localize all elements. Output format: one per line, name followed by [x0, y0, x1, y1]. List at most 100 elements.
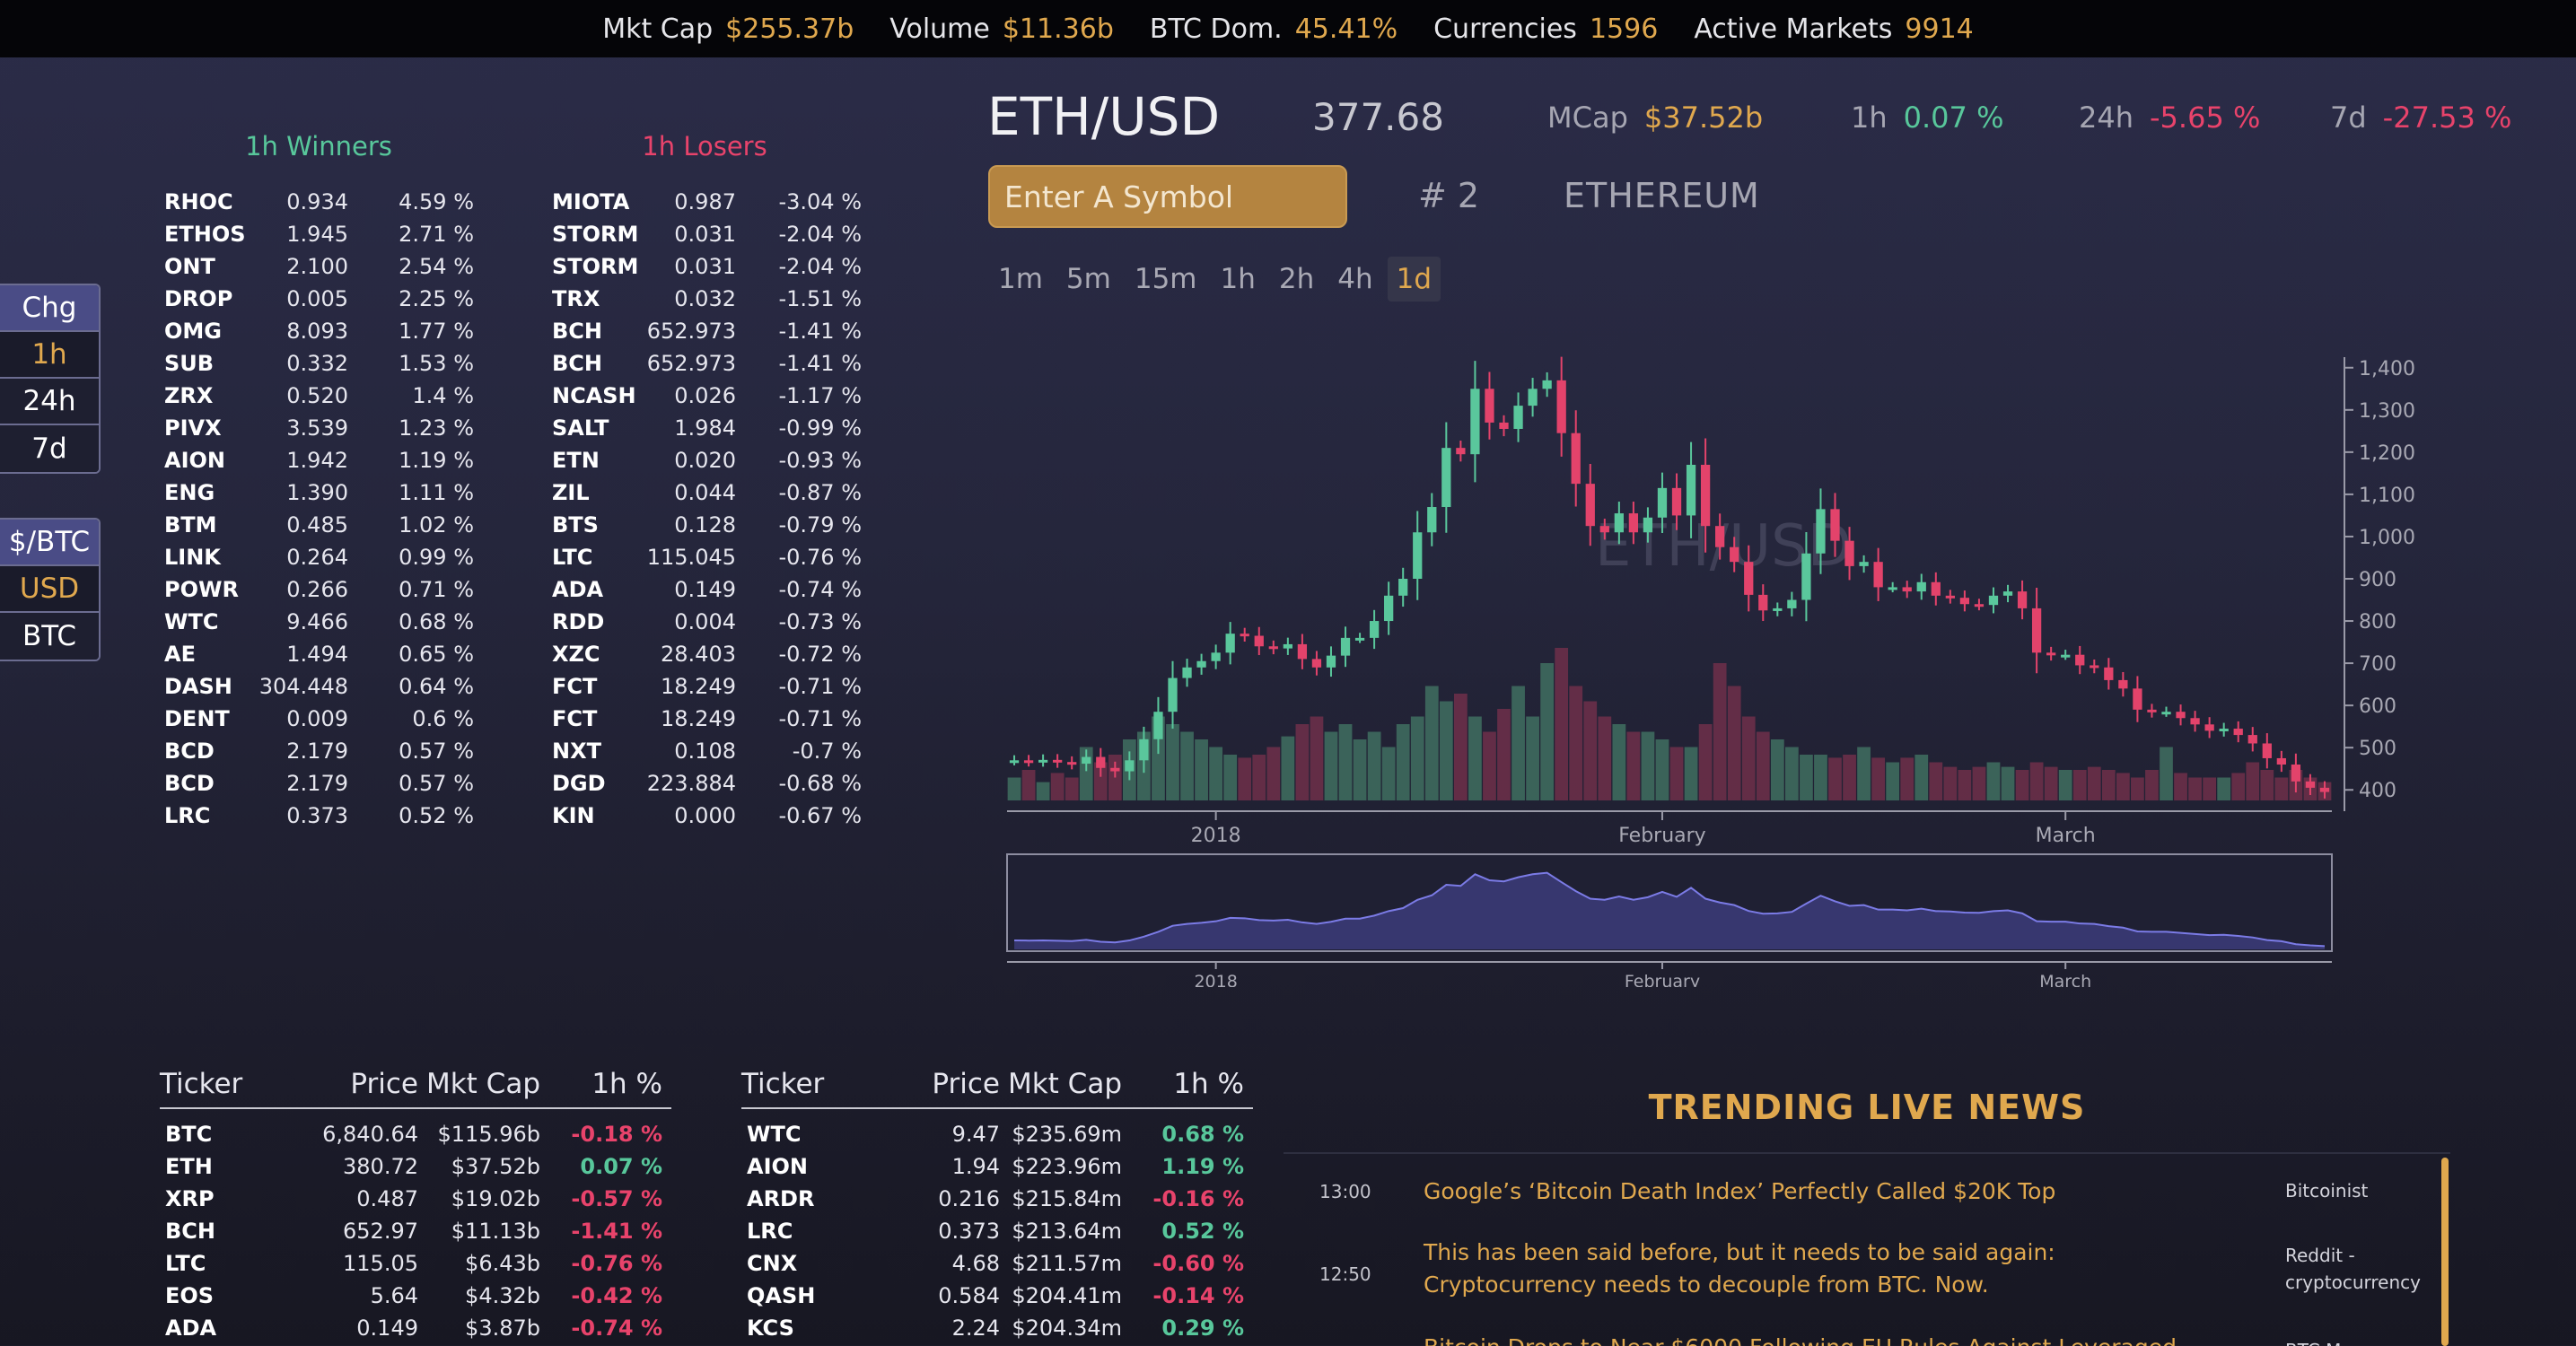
- mover-symbol: MIOTA: [552, 186, 629, 218]
- table-row[interactable]: EOS 5.64 $4.32b -0.42 %: [160, 1280, 671, 1312]
- volume-bar: [1828, 757, 1842, 800]
- candle-body: [2003, 591, 2012, 596]
- mover-row[interactable]: DROP 0.005 2.25 %: [164, 283, 474, 315]
- volume-bar: [1814, 755, 1827, 800]
- table-row[interactable]: XRP 0.487 $19.02b -0.57 %: [160, 1183, 671, 1215]
- mover-row[interactable]: BCD 2.179 0.57 %: [164, 735, 474, 767]
- mover-row[interactable]: OMG 8.093 1.77 %: [164, 315, 474, 347]
- col-1h-pct[interactable]: 1h %: [1173, 1068, 1244, 1100]
- mover-row[interactable]: AION 1.942 1.19 %: [164, 444, 474, 476]
- mover-price: 0.032: [674, 283, 736, 315]
- mover-row[interactable]: LINK 0.264 0.99 %: [164, 541, 474, 573]
- mover-row[interactable]: ZIL 0.044 -0.87 %: [552, 476, 862, 509]
- mover-row[interactable]: ZRX 0.520 1.4 %: [164, 380, 474, 412]
- mover-row[interactable]: RHOC 0.934 4.59 %: [164, 186, 474, 218]
- mover-row[interactable]: DENT 0.009 0.6 %: [164, 703, 474, 735]
- mover-row[interactable]: LRC 0.373 0.52 %: [164, 800, 474, 832]
- table-row[interactable]: BTC 6,840.64 $115.96b -0.18 %: [160, 1118, 671, 1150]
- table-row[interactable]: ADA 0.149 $3.87b -0.74 %: [160, 1312, 671, 1344]
- toggle-1h[interactable]: 1h: [0, 332, 99, 379]
- mover-row[interactable]: DASH 304.448 0.64 %: [164, 670, 474, 703]
- mover-symbol: PIVX: [164, 412, 222, 444]
- mover-row[interactable]: FCT 18.249 -0.71 %: [552, 703, 862, 735]
- mover-row[interactable]: NXT 0.108 -0.7 %: [552, 735, 862, 767]
- table-row[interactable]: LTC 115.05 $6.43b -0.76 %: [160, 1247, 671, 1280]
- mover-row[interactable]: BTS 0.128 -0.79 %: [552, 509, 862, 541]
- interval-1m[interactable]: 1m: [989, 257, 1052, 302]
- mover-row[interactable]: ETHOS 1.945 2.71 %: [164, 218, 474, 250]
- candle-body: [2306, 782, 2315, 788]
- candle-body: [2061, 655, 2070, 658]
- news-scrollbar[interactable]: [2441, 1158, 2449, 1346]
- mover-row[interactable]: BTM 0.485 1.02 %: [164, 509, 474, 541]
- table-row[interactable]: QASH 0.584 $204.41m -0.14 %: [741, 1280, 1253, 1312]
- price-chart[interactable]: ETH/USD2018FebruaryMarch4005006007008009…: [987, 341, 2513, 987]
- mover-change: -2.04 %: [778, 218, 862, 250]
- mover-row[interactable]: LTC 115.045 -0.76 %: [552, 541, 862, 573]
- news-headline[interactable]: This has been said before, but it needs …: [1424, 1237, 2195, 1301]
- mover-row[interactable]: DGD 223.884 -0.68 %: [552, 767, 862, 800]
- table-row[interactable]: BCH 652.97 $11.13b -1.41 %: [160, 1215, 671, 1247]
- news-headline[interactable]: Bitcoin Drops to Near $6000 Following EU…: [1424, 1332, 2195, 1346]
- volume-bar: [1454, 694, 1468, 800]
- mover-row[interactable]: PIVX 3.539 1.23 %: [164, 412, 474, 444]
- mover-row[interactable]: ONT 2.100 2.54 %: [164, 250, 474, 283]
- col-mkt-cap[interactable]: Mkt Cap: [1008, 1068, 1122, 1100]
- interval-4h[interactable]: 4h: [1328, 257, 1381, 302]
- interval-15m[interactable]: 15m: [1126, 257, 1206, 302]
- mover-row[interactable]: FCT 18.249 -0.71 %: [552, 670, 862, 703]
- col-1h-pct[interactable]: 1h %: [591, 1068, 662, 1100]
- coin-rank: # 2: [1418, 176, 1479, 215]
- mover-row[interactable]: XZC 28.403 -0.72 %: [552, 638, 862, 670]
- col-mkt-cap[interactable]: Mkt Cap: [426, 1068, 540, 1100]
- interval-1h[interactable]: 1h: [1212, 257, 1265, 302]
- mover-row[interactable]: ETN 0.020 -0.93 %: [552, 444, 862, 476]
- global-stat-value: 1596: [1590, 13, 1658, 45]
- interval-2h[interactable]: 2h: [1270, 257, 1323, 302]
- volume-bar: [2246, 763, 2259, 801]
- table-row[interactable]: WTC 9.47 $235.69m 0.68 %: [741, 1118, 1253, 1150]
- toggle-usd[interactable]: USD: [0, 566, 99, 613]
- mover-row[interactable]: TRX 0.032 -1.51 %: [552, 283, 862, 315]
- table-row[interactable]: LRC 0.373 $213.64m 0.52 %: [741, 1215, 1253, 1247]
- mover-row[interactable]: BCH 652.973 -1.41 %: [552, 347, 862, 380]
- mover-row[interactable]: MIOTA 0.987 -3.04 %: [552, 186, 862, 218]
- mover-row[interactable]: WTC 9.466 0.68 %: [164, 606, 474, 638]
- toggle-7d[interactable]: 7d: [0, 425, 99, 472]
- interval-1d[interactable]: 1d: [1388, 257, 1441, 302]
- col-ticker[interactable]: Ticker: [160, 1068, 242, 1100]
- table-row[interactable]: KCS 2.24 $204.34m 0.29 %: [741, 1312, 1253, 1344]
- volume-bar: [1656, 739, 1669, 800]
- toggle-btc[interactable]: BTC: [0, 613, 99, 660]
- table-row[interactable]: AION 1.94 $223.96m 1.19 %: [741, 1150, 1253, 1183]
- mover-symbol: SUB: [164, 347, 214, 380]
- candle-body: [1485, 389, 1494, 423]
- mover-row[interactable]: AE 1.494 0.65 %: [164, 638, 474, 670]
- symbol-search-input[interactable]: [988, 165, 1347, 228]
- interval-5m[interactable]: 5m: [1057, 257, 1120, 302]
- mover-row[interactable]: SUB 0.332 1.53 %: [164, 347, 474, 380]
- col-ticker[interactable]: Ticker: [741, 1068, 824, 1100]
- table-row[interactable]: CNX 4.68 $211.57m -0.60 %: [741, 1247, 1253, 1280]
- news-source: Reddit - cryptocurrency: [2285, 1242, 2438, 1296]
- table-row[interactable]: ARDR 0.216 $215.84m -0.16 %: [741, 1183, 1253, 1215]
- mover-row[interactable]: NCASH 0.026 -1.17 %: [552, 380, 862, 412]
- news-headline[interactable]: Google’s ‘Bitcoin Death Index’ Perfectly…: [1424, 1176, 2195, 1208]
- table-row[interactable]: ETH 380.72 $37.52b 0.07 %: [160, 1150, 671, 1183]
- mover-row[interactable]: RDD 0.004 -0.73 %: [552, 606, 862, 638]
- candlestick-chart-svg[interactable]: ETH/USD2018FebruaryMarch4005006007008009…: [987, 341, 2513, 987]
- col-price[interactable]: Price: [350, 1068, 418, 1100]
- toggle-24h[interactable]: 24h: [0, 379, 99, 425]
- mover-row[interactable]: BCH 652.973 -1.41 %: [552, 315, 862, 347]
- mover-row[interactable]: KIN 0.000 -0.67 %: [552, 800, 862, 832]
- y-tick-label: 800: [2359, 611, 2396, 634]
- mover-row[interactable]: ADA 0.149 -0.74 %: [552, 573, 862, 606]
- mover-row[interactable]: STORM 0.031 -2.04 %: [552, 250, 862, 283]
- mover-row[interactable]: BCD 2.179 0.57 %: [164, 767, 474, 800]
- mover-row[interactable]: SALT 1.984 -0.99 %: [552, 412, 862, 444]
- col-price[interactable]: Price: [932, 1068, 1000, 1100]
- mover-row[interactable]: POWR 0.266 0.71 %: [164, 573, 474, 606]
- mover-symbol: FCT: [552, 703, 597, 735]
- mover-row[interactable]: STORM 0.031 -2.04 %: [552, 218, 862, 250]
- mover-row[interactable]: ENG 1.390 1.11 %: [164, 476, 474, 509]
